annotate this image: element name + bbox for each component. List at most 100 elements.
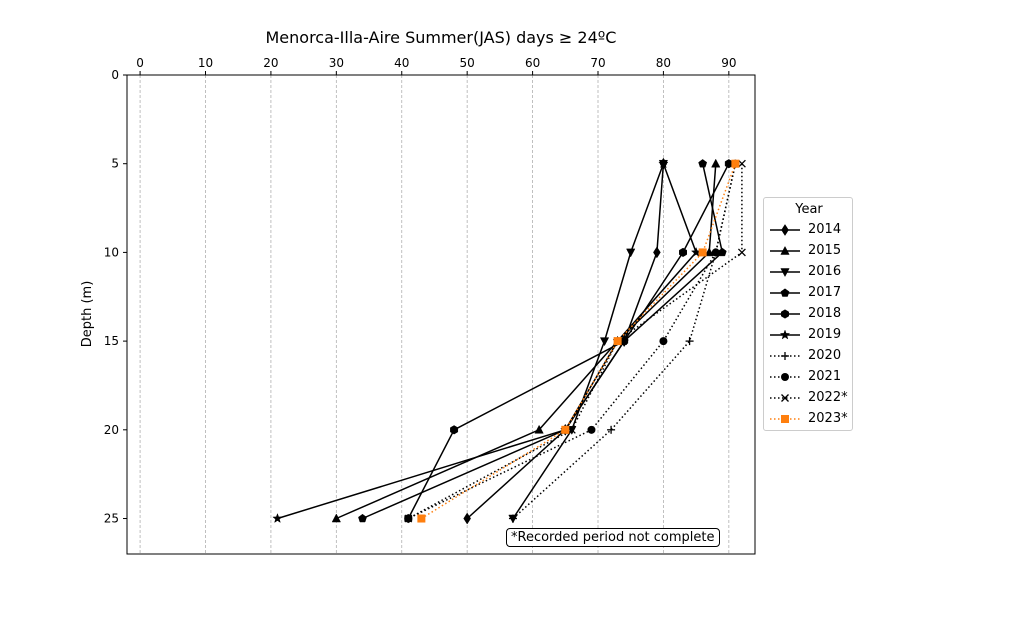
x-tick-label: 60 [525, 56, 540, 70]
legend-label: 2018 [808, 306, 842, 321]
data-point [404, 514, 413, 523]
legend-item: 2021 [764, 367, 854, 387]
data-point [698, 159, 708, 168]
data-point [613, 337, 622, 346]
legend-label: 2014 [808, 222, 842, 237]
plot-area [126, 74, 756, 555]
legend-label: 2021 [808, 369, 842, 384]
series-2022 [404, 159, 746, 523]
y-tick-label: 15 [104, 334, 119, 348]
legend-marker [779, 329, 791, 340]
data-point [587, 425, 596, 434]
legend-item: 2015 [764, 241, 854, 261]
legend-item: 2014 [764, 220, 854, 240]
data-point [331, 513, 341, 523]
x-tick-label: 0 [136, 56, 144, 70]
data-point [450, 425, 459, 435]
data-point [358, 513, 367, 523]
legend-marker [780, 245, 790, 255]
legend-swatch [770, 245, 800, 255]
data-point [711, 158, 721, 168]
y-tick-label: 5 [111, 157, 119, 171]
data-point [731, 159, 740, 168]
legend-swatch [770, 415, 800, 423]
data-point [567, 425, 576, 434]
legend: Year 2014 2015 2016 2017 2018 2019 2020 2021 202… [763, 197, 853, 431]
legend-label: 2020 [808, 348, 842, 363]
series-line [362, 163, 724, 520]
data-point [698, 248, 707, 257]
x-tick-label: 20 [263, 56, 278, 70]
legend-marker [781, 373, 789, 381]
legend-item: 2022* [764, 388, 854, 408]
legend-marker [781, 352, 789, 360]
legend-swatch [770, 352, 800, 360]
series-line [277, 163, 697, 520]
legend-label: 2023* [808, 411, 848, 426]
data-point [272, 512, 283, 523]
x-tick-label: 10 [198, 56, 213, 70]
legend-swatch [770, 394, 800, 402]
series-2019 [272, 158, 702, 523]
x-tick-label: 30 [329, 56, 344, 70]
data-point [659, 337, 668, 346]
data-point [711, 248, 720, 257]
x-tick-label: 80 [656, 56, 671, 70]
legend-marker [781, 224, 789, 236]
annotation-note: *Recorded period not complete [506, 528, 720, 547]
y-axis-label: Depth (m) [80, 281, 95, 348]
legend-label: 2016 [808, 264, 842, 279]
data-point [534, 424, 544, 434]
legend-item: 2020 [764, 346, 854, 366]
data-point [607, 425, 616, 434]
legend-marker [781, 309, 789, 319]
data-point [737, 159, 746, 168]
legend-marker [780, 268, 790, 278]
series-2017 [358, 159, 727, 523]
legend-swatch [770, 288, 800, 297]
data-point [658, 158, 669, 169]
series-2018 [404, 159, 733, 524]
data-point [599, 337, 610, 347]
data-point [463, 512, 471, 525]
legend-swatch [770, 268, 800, 278]
legend-item: 2017 [764, 283, 854, 303]
data-point [626, 248, 636, 258]
y-tick-label: 25 [104, 512, 119, 526]
x-tick-label: 40 [394, 56, 409, 70]
legend-item: 2018 [764, 304, 854, 324]
data-point [704, 247, 714, 257]
x-tick-label: 70 [590, 56, 605, 70]
x-tick-label: 90 [721, 56, 736, 70]
data-point [508, 514, 517, 523]
data-point [685, 337, 694, 346]
data-point [737, 248, 746, 257]
series-layer [272, 157, 746, 525]
x-tick-label: 50 [460, 56, 475, 70]
series-2023 [417, 159, 740, 523]
legend-item: 2019 [764, 325, 854, 345]
legend-swatch [770, 329, 800, 340]
y-axis: 0 5 10 15 20 25 [104, 68, 127, 526]
legend-label: 2019 [808, 327, 842, 342]
y-tick-label: 0 [111, 68, 119, 82]
legend-title: Year [795, 202, 823, 217]
data-point [417, 514, 426, 523]
legend-label: 2015 [808, 243, 842, 258]
legend-marker [781, 415, 789, 423]
legend-swatch [770, 309, 800, 319]
series-line [407, 163, 737, 520]
series-line [466, 163, 665, 520]
series-2014 [463, 157, 668, 525]
legend-marker [781, 394, 789, 402]
legend-item: 2016 [764, 262, 854, 282]
legend-item: 2023* [764, 409, 854, 429]
legend-swatch [770, 373, 800, 381]
data-point [561, 425, 570, 434]
data-point [653, 246, 661, 259]
y-tick-label: 20 [104, 423, 119, 437]
x-axis: 0 10 20 30 40 50 60 70 80 90 [136, 56, 736, 75]
legend-swatch [770, 224, 800, 236]
series-line [512, 163, 665, 519]
